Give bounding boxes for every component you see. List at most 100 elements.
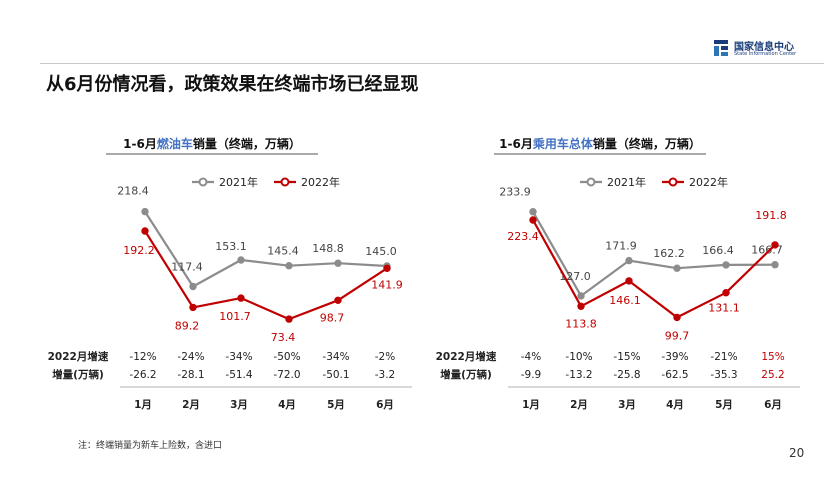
x-tick-label: 3月	[618, 399, 636, 411]
x-tick-label: 6月	[376, 399, 394, 411]
data-point	[722, 261, 730, 269]
data-point	[577, 292, 585, 300]
series-line	[532, 219, 776, 319]
table-cell: -39%	[661, 351, 688, 363]
legend-label: 2021年	[219, 175, 258, 189]
series-line	[144, 211, 388, 288]
chart-title-part: 1-6月	[499, 137, 533, 151]
data-label: 145.4	[267, 245, 299, 258]
table-cell: 15%	[761, 351, 784, 363]
data-point	[577, 302, 585, 311]
table-cell: -50.1	[322, 369, 349, 381]
data-label: 171.9	[605, 240, 637, 253]
data-label: 98.7	[320, 311, 345, 324]
fuel-vehicle-sales-chart: 1-6月燃油车销量（终端，万辆） 2021年 2022年 218.4 117.4 153.…	[42, 128, 412, 418]
table-cell: -21%	[710, 351, 737, 363]
data-label: 223.4	[507, 230, 539, 243]
data-label: 99.7	[665, 329, 690, 342]
data-point	[673, 264, 681, 272]
footnote: 注：终端销量为新车上险数，含进口	[78, 441, 223, 451]
data-point	[189, 303, 197, 312]
table-cell: -28.1	[177, 369, 204, 381]
page-title: 从6月份情况看，政策效果在终端市场已经显现	[46, 74, 419, 95]
data-point	[141, 207, 149, 216]
table-cell: -13.2	[565, 369, 592, 381]
table-cell: -15%	[613, 351, 640, 363]
table-cell: -34%	[225, 351, 252, 363]
data-point	[237, 256, 245, 264]
data-point	[334, 296, 342, 305]
chart-canvas: 1-6月燃油车销量（终端，万辆） 2021年 2022年 218.4 117.4 153.…	[48, 136, 412, 411]
data-label: 113.8	[565, 317, 597, 330]
x-tick-label: 4月	[278, 399, 296, 411]
chart-title-part: 1-6月	[123, 137, 157, 151]
data-point	[237, 294, 245, 302]
state-information-center-logo: 国家信息中心 State Information Center	[714, 38, 824, 60]
data-point	[383, 264, 391, 273]
data-point	[771, 241, 779, 249]
data-label: 162.2	[653, 247, 685, 260]
chart-canvas: 1-6月乘用车总体销量（终端，万辆）2021年 2022年233.9127.017…	[436, 136, 800, 411]
data-point	[529, 216, 537, 224]
x-tick-label: 2月	[182, 399, 200, 411]
series-2021年: 218.4 117.4 153.1 145.4 148.8 145.0	[117, 185, 397, 291]
x-tick-label: 6月	[764, 399, 782, 411]
table-cell: -12%	[129, 351, 156, 363]
legend-label: 2022年	[301, 175, 340, 189]
table-cell: -25.8	[613, 369, 640, 381]
logo-english-name: State Information Center	[734, 51, 797, 57]
chart-legend: 2021年 2022年	[580, 175, 728, 189]
logo-mark-icon	[714, 40, 728, 56]
table-row-label: 增量(万辆)	[440, 368, 492, 381]
data-label: 218.4	[117, 185, 149, 198]
table-cell: -72.0	[273, 369, 300, 381]
data-label: 146.1	[609, 294, 641, 307]
table-cell: -3.2	[375, 369, 396, 381]
table-cell: -4%	[521, 351, 541, 363]
series-line	[144, 230, 388, 321]
table-row-label: 2022月增速	[436, 350, 497, 363]
table-cell: -9.9	[521, 369, 542, 381]
x-tick-label: 3月	[230, 399, 248, 411]
data-label: 148.8	[312, 242, 344, 255]
legend-swatch-marker	[280, 177, 290, 187]
data-point	[625, 256, 633, 265]
chart-title-part: 燃油车	[157, 136, 193, 151]
legend-swatch-marker	[198, 177, 208, 187]
chart-title-part: 销量（终端，万辆）	[193, 136, 301, 151]
logo-chinese-name: 国家信息中心	[734, 42, 794, 53]
legend-swatch-marker	[586, 177, 596, 187]
header-divider	[40, 63, 824, 64]
data-label: 73.4	[271, 331, 296, 344]
data-label: 131.1	[708, 302, 740, 315]
growth-table: 2022月增速 -12% -24% -34% -50% -34% -2% 增量(万辆) -26.…	[48, 350, 396, 381]
chart-legend: 2021年 2022年	[192, 175, 340, 189]
table-cell: -10%	[565, 351, 592, 363]
x-tick-label: 4月	[666, 399, 684, 411]
x-tick-label: 1月	[522, 399, 540, 411]
data-point	[771, 261, 779, 269]
table-row-label: 增量(万辆)	[52, 368, 104, 381]
chart-title: 1-6月燃油车销量（终端，万辆）	[123, 136, 301, 151]
x-tick-label: 2月	[570, 399, 588, 411]
legend-swatch-marker	[668, 177, 678, 187]
data-label: 233.9	[499, 186, 531, 199]
chart-title: 1-6月乘用车总体销量（终端，万辆）	[499, 136, 701, 151]
data-point	[722, 289, 730, 297]
legend-label: 2022年	[689, 175, 728, 189]
data-label: 89.2	[175, 319, 200, 332]
data-point	[334, 259, 342, 267]
series-2022年: 192.2 89.2 101.7 73.4 98.7 141.9	[123, 227, 403, 344]
data-point	[285, 262, 293, 270]
series-line	[532, 211, 776, 297]
data-label: 153.1	[215, 240, 247, 253]
table-cell: -62.5	[661, 369, 688, 381]
table-cell: -24%	[177, 351, 204, 363]
table-row-label: 2022月增速	[48, 350, 109, 363]
data-label: 141.9	[371, 278, 403, 291]
page-number: 20	[789, 446, 805, 460]
data-label: 166.4	[702, 244, 734, 257]
passenger-vehicle-sales-chart: 1-6月乘用车总体销量（终端，万辆） 2021年 2022年 233.9 127.0 17…	[430, 128, 800, 418]
series-2022年: 223.4 113.8 146.1 99.7 131.1 191.8	[507, 209, 787, 343]
